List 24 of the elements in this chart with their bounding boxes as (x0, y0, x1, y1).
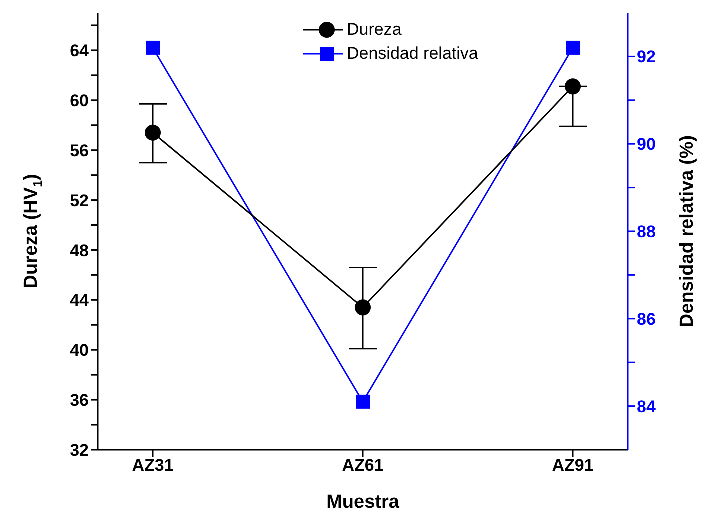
point (565, 78, 581, 95)
point (355, 300, 371, 316)
y2-tick-label: 88 (637, 222, 656, 242)
x-tick-label: AZ91 (552, 456, 594, 476)
y-tick-label: 36 (70, 391, 89, 410)
y-tick-label: 52 (70, 191, 89, 210)
legend-label: Densidad relativa (347, 44, 478, 64)
y-tick-label: 32 (70, 441, 89, 460)
x-tick-label: AZ31 (132, 456, 174, 476)
y-tick-label: 40 (70, 341, 89, 360)
y2-tick-label: 86 (637, 310, 656, 329)
y-tick-label: 64 (70, 41, 90, 60)
x-axis-title: Muestra (326, 492, 400, 514)
y-tick-label: 56 (70, 141, 89, 160)
legend-label: Dureza (347, 20, 402, 40)
x-tick-label: AZ61 (342, 456, 384, 476)
y-tick-label: 48 (70, 241, 89, 260)
y2-tick-label: 92 (637, 48, 656, 67)
y2-axis-title: Densidad relativa (%) (677, 135, 698, 328)
y-tick-label: 44 (70, 291, 90, 310)
y-tick-label: 60 (70, 91, 89, 110)
y2-tick-label: 84 (637, 397, 656, 416)
y2-tick-label: 90 (637, 135, 656, 154)
point (145, 124, 161, 141)
